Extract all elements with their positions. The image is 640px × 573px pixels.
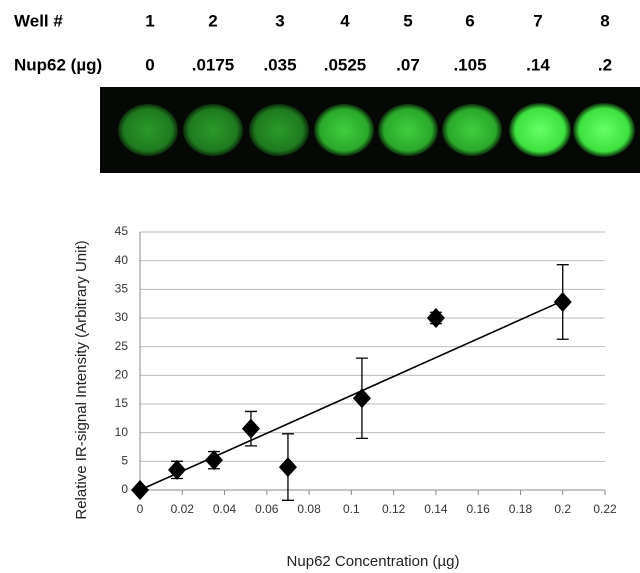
y-tick-label: 45 bbox=[115, 224, 129, 238]
data-point bbox=[278, 457, 297, 478]
y-tick-label: 40 bbox=[115, 253, 129, 267]
y-tick-label: 25 bbox=[115, 339, 129, 353]
y-tick-label: 35 bbox=[115, 282, 129, 296]
x-tick-label: 0.18 bbox=[509, 502, 533, 516]
y-tick-label: 5 bbox=[121, 454, 128, 468]
data-point bbox=[204, 450, 223, 471]
well-number: 8 bbox=[600, 11, 609, 30]
x-tick-label: 0.22 bbox=[593, 502, 617, 516]
data-point bbox=[553, 291, 572, 312]
well bbox=[509, 103, 571, 157]
y-axis-title: Relative IR-signal Intensity (Arbitrary … bbox=[73, 240, 90, 519]
x-tick-label: 0 bbox=[137, 502, 144, 516]
well-amount: 0 bbox=[145, 55, 154, 74]
well-number: 6 bbox=[465, 11, 474, 30]
well-amount: .035 bbox=[263, 55, 296, 74]
data-point bbox=[241, 418, 260, 439]
well bbox=[442, 104, 502, 156]
well-amount: .0175 bbox=[192, 55, 235, 74]
x-tick-label: 0.08 bbox=[297, 502, 321, 516]
y-tick-label: 30 bbox=[115, 310, 129, 324]
well bbox=[183, 104, 243, 156]
well bbox=[378, 104, 438, 156]
well bbox=[249, 104, 309, 156]
x-tick-label: 0.04 bbox=[213, 502, 237, 516]
data-point bbox=[167, 459, 186, 480]
row-label: Nup62 (µg) bbox=[14, 55, 102, 74]
x-tick-label: 0.1 bbox=[343, 502, 360, 516]
well bbox=[573, 103, 635, 157]
well-number: 3 bbox=[275, 11, 284, 30]
x-tick-label: 0.06 bbox=[255, 502, 279, 516]
y-tick-label: 0 bbox=[121, 482, 128, 496]
data-point bbox=[352, 388, 371, 409]
x-tick-label: 0.16 bbox=[467, 502, 491, 516]
well-number: 4 bbox=[340, 11, 350, 30]
data-point bbox=[131, 480, 149, 500]
well-amount: .2 bbox=[598, 55, 612, 74]
x-tick-label: 0.02 bbox=[171, 502, 195, 516]
x-axis-title: Nup62 Concentration (µg) bbox=[287, 553, 460, 570]
well-number: 2 bbox=[208, 11, 217, 30]
well-amount: .07 bbox=[396, 55, 420, 74]
y-tick-label: 20 bbox=[115, 368, 129, 382]
y-tick-label: 10 bbox=[115, 425, 129, 439]
well-number: 1 bbox=[145, 11, 154, 30]
well-number: 7 bbox=[533, 11, 542, 30]
y-tick-label: 15 bbox=[115, 396, 129, 410]
x-tick-label: 0.12 bbox=[382, 502, 406, 516]
data-point bbox=[426, 308, 445, 328]
well-amount: .105 bbox=[453, 55, 486, 74]
x-tick-label: 0.14 bbox=[424, 502, 448, 516]
wells bbox=[118, 103, 635, 157]
well bbox=[118, 104, 178, 156]
x-tick-label: 0.2 bbox=[554, 502, 571, 516]
well-amount: .0525 bbox=[324, 55, 367, 74]
well bbox=[314, 104, 374, 156]
row-label: Well # bbox=[14, 11, 63, 30]
well-amount: .14 bbox=[526, 55, 550, 74]
well-number: 5 bbox=[403, 11, 412, 30]
